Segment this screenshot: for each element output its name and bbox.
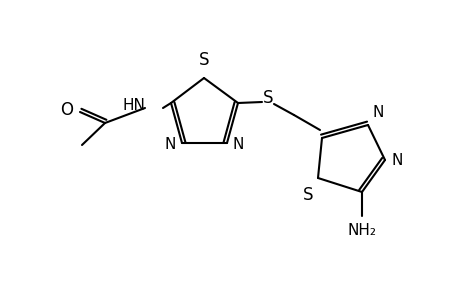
Text: NH₂: NH₂	[347, 223, 375, 238]
Text: S: S	[198, 51, 209, 69]
Text: O: O	[60, 101, 73, 119]
Text: N: N	[164, 136, 176, 152]
Text: S: S	[302, 186, 312, 204]
Text: N: N	[233, 136, 244, 152]
Text: HN: HN	[122, 98, 145, 112]
Text: S: S	[262, 89, 273, 107]
Text: N: N	[372, 105, 384, 120]
Text: N: N	[391, 152, 403, 167]
